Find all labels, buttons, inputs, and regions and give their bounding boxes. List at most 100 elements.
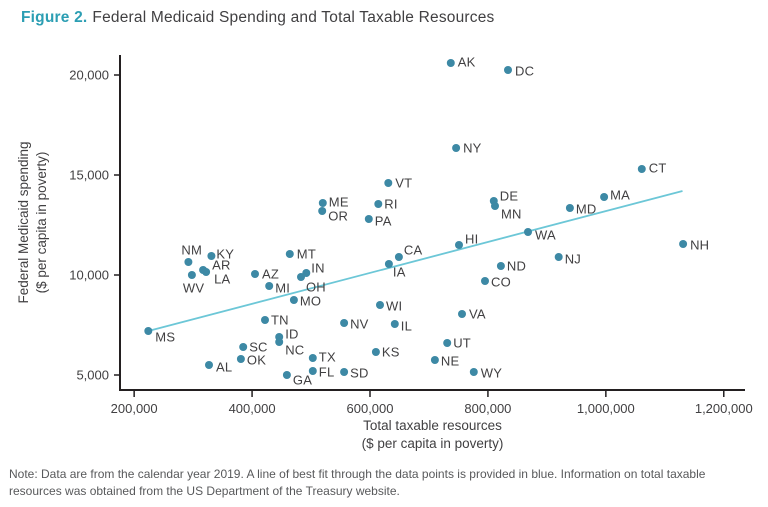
data-point-label-TX: TX <box>319 350 336 365</box>
data-point-WA <box>524 228 532 236</box>
data-point-label-VA: VA <box>469 307 486 322</box>
y-axis-title-line-1: Federal Medicaid spending <box>16 141 31 303</box>
figure-title: Figure 2. Federal Medicaid Spending and T… <box>21 9 495 27</box>
data-point-label-NY: NY <box>463 141 482 156</box>
data-point-WI <box>376 301 384 309</box>
data-point-TN <box>261 316 269 324</box>
data-point-IA <box>384 260 393 268</box>
data-point-label-ME: ME <box>329 195 349 210</box>
data-point-NV <box>340 319 349 327</box>
data-point-label-NE: NE <box>441 354 460 369</box>
data-point-UT <box>443 339 452 347</box>
data-point-label-MD: MD <box>576 202 597 217</box>
data-point-label-SC: SC <box>249 340 267 355</box>
data-point-label-MT: MT <box>297 247 316 262</box>
x-axis-title-line-2: ($ per capita in poverty) <box>362 436 504 451</box>
data-point-TX <box>308 354 317 362</box>
data-point-NM <box>184 258 193 266</box>
data-point-label-WV: WV <box>183 281 204 296</box>
data-point-MT <box>285 250 294 258</box>
y-tick-label: 5,000 <box>76 368 109 383</box>
data-point-MO <box>289 296 298 304</box>
data-point-WY <box>469 368 478 376</box>
best-fit-line <box>148 190 683 332</box>
data-point-label-CT: CT <box>649 161 667 176</box>
x-axis-title-line-1: Total taxable resources <box>363 418 502 433</box>
data-point-label-IL: IL <box>401 319 412 334</box>
data-point-CA <box>394 253 403 261</box>
data-point-label-DC: DC <box>515 64 534 79</box>
x-tick-label: 1,000,000 <box>577 401 635 416</box>
data-point-AK <box>446 59 455 67</box>
data-point-label-ID: ID <box>285 327 298 342</box>
data-point-ME <box>318 199 327 207</box>
data-point-SD <box>340 368 349 376</box>
x-tick-label: 800,000 <box>464 401 511 416</box>
data-point-WV <box>187 271 196 279</box>
y-axis-title-line-2: ($ per capita in poverty) <box>34 152 49 294</box>
data-point-GA <box>282 371 291 379</box>
data-point-label-NC: NC <box>285 343 304 358</box>
data-point-label-AK: AK <box>458 55 476 70</box>
data-point-label-OR: OR <box>328 209 348 224</box>
data-point-VT <box>384 179 393 187</box>
data-point-NJ <box>554 253 563 261</box>
data-point-NH <box>679 240 688 248</box>
data-point-label-FL: FL <box>319 365 335 380</box>
data-point-label-NJ: NJ <box>565 252 581 267</box>
data-point-label-MS: MS <box>155 330 175 345</box>
data-point-label-UT: UT <box>453 336 471 351</box>
figure-number-label: Figure 2. <box>21 9 88 26</box>
x-tick-label: 1,200,000 <box>695 401 753 416</box>
data-point-label-MO: MO <box>300 294 321 309</box>
data-point-label-AL: AL <box>216 360 232 375</box>
data-point-AL <box>205 361 213 369</box>
data-point-CT <box>637 165 646 173</box>
data-point-AZ <box>251 270 259 278</box>
data-point-label-PA: PA <box>375 214 392 229</box>
data-point-CO <box>481 277 489 285</box>
data-point-label-RI: RI <box>384 197 397 212</box>
data-point-label-MA: MA <box>610 188 630 203</box>
data-point-label-DE: DE <box>500 189 519 204</box>
data-point-SC <box>239 343 248 351</box>
figure-title-text: Federal Medicaid Spending and Total Taxa… <box>92 9 495 26</box>
data-point-label-WY: WY <box>481 366 502 381</box>
data-point-VA <box>458 310 466 318</box>
data-point-MS <box>144 327 153 335</box>
data-point-IL <box>390 320 399 328</box>
data-point-KS <box>371 348 380 356</box>
data-point-IN <box>302 269 311 277</box>
x-tick-label: 400,000 <box>229 401 276 416</box>
data-point-label-TN: TN <box>271 313 289 328</box>
data-point-label-IN: IN <box>311 261 324 276</box>
data-point-label-HI: HI <box>465 232 478 247</box>
x-tick-label: 200,000 <box>111 401 158 416</box>
data-point-label-ND: ND <box>507 259 526 274</box>
data-point-NY <box>452 144 461 152</box>
data-point-label-IA: IA <box>393 265 406 280</box>
data-point-MN <box>491 202 499 210</box>
scatter-plot: 5,000 10,000 15,000 20,000 200,000 400,000 600… <box>16 55 753 452</box>
data-point-label-GA: GA <box>293 373 312 388</box>
data-point-PA <box>364 215 373 223</box>
y-tick-label: 10,000 <box>69 268 109 283</box>
data-point-label-WI: WI <box>386 299 402 314</box>
data-point-label-CO: CO <box>491 275 511 290</box>
data-point-label-MN: MN <box>501 207 522 222</box>
data-point-label-AR: AR <box>212 258 230 273</box>
y-tick-label: 20,000 <box>69 68 109 83</box>
data-point-label-KY: KY <box>216 247 234 262</box>
data-point-LA <box>202 268 211 276</box>
data-point-label-KS: KS <box>382 345 400 360</box>
data-point-label-NV: NV <box>350 317 369 332</box>
data-point-label-NM: NM <box>181 243 202 258</box>
y-tick-label: 15,000 <box>69 168 109 183</box>
data-point-NE <box>430 356 439 364</box>
data-point-ND <box>496 262 505 270</box>
data-point-OK <box>236 355 245 363</box>
data-point-FL <box>308 367 317 375</box>
note-text: Note: Data are from the calendar year 20… <box>9 467 706 499</box>
data-point-HI <box>455 241 463 249</box>
